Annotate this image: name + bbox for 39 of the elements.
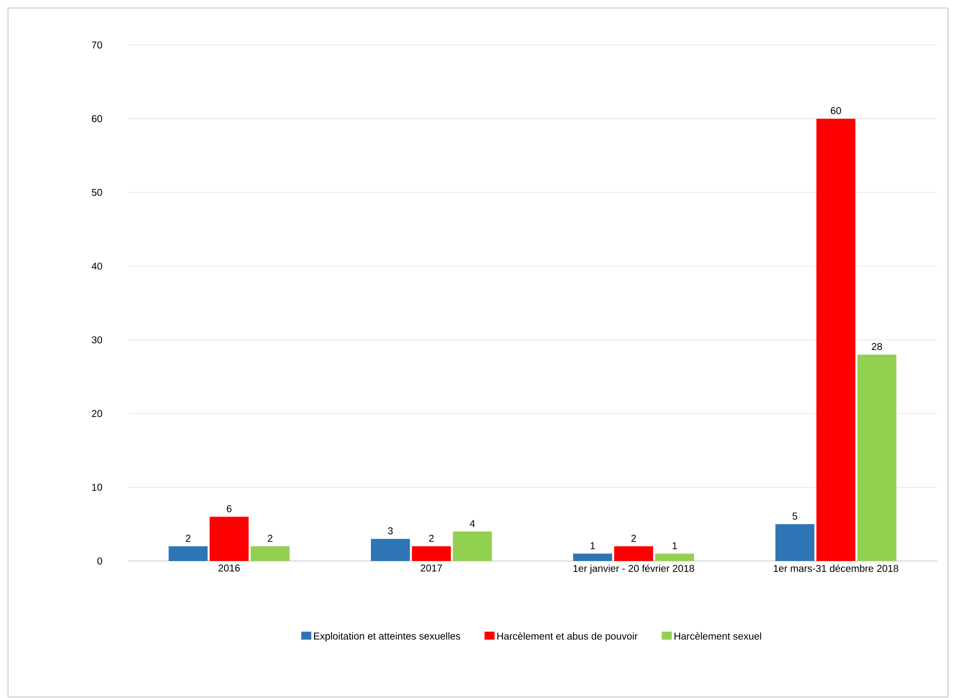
data-label: 4 [470,520,475,527]
bar [370,538,410,561]
bar [816,118,856,561]
data-label: 1 [590,542,595,550]
data-label: 2 [186,534,190,542]
data-label: 2 [268,534,272,542]
y-tick-label: 30 [92,336,102,344]
y-tick-label: 60 [92,115,102,122]
x-tick-label: 1er mars-31 décembre 2018 [774,564,898,572]
bar [210,516,249,561]
x-tick-label: 2017 [420,564,442,572]
bar [412,546,451,561]
y-tick-label: 20 [92,410,102,418]
data-label: 60 [830,107,842,114]
bar [775,524,814,561]
bar [614,546,654,561]
y-tick-label: 70 [92,41,102,49]
y-tick-label: 0 [97,557,102,565]
y-tick-label: 50 [92,188,102,196]
bar [168,546,208,561]
legend-label: Harcèlement sexuel [674,632,762,640]
bar [452,532,492,561]
data-label: 5 [792,512,798,520]
data-label: 28 [872,343,882,350]
legend-label: Exploitation et atteintes sexuelles [314,632,460,642]
bar [573,554,612,561]
bar [857,354,896,561]
data-label: 2 [631,534,636,542]
data-label: 6 [226,505,232,512]
x-tick-label: 1er janvier - 20 février 2018 [573,564,694,574]
data-label: 3 [388,527,393,534]
y-tick-label: 40 [92,262,102,270]
bar [250,546,290,561]
data-label: 1 [672,542,677,550]
data-label: 2 [429,534,434,542]
legend-label: Harcèlement et abus de pouvoir [497,632,638,642]
y-tick-label: 10 [92,484,102,491]
bar [655,554,694,561]
x-tick-label: 2016 [218,564,240,572]
